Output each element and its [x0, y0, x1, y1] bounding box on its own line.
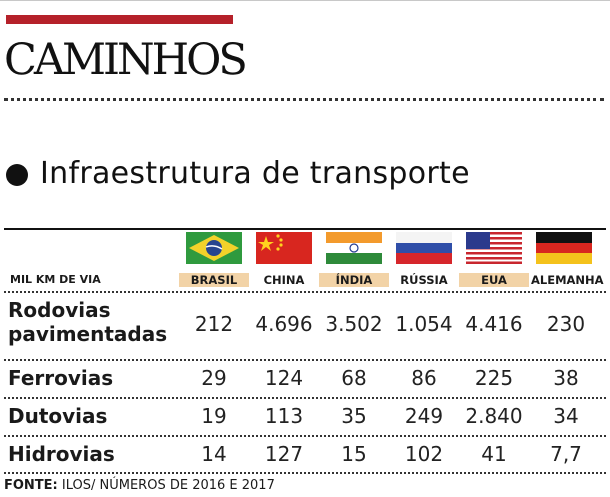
table-cell: 225: [474, 366, 514, 390]
table-cell: 127: [264, 442, 304, 466]
source-label: FONTE:: [4, 478, 58, 493]
table-cell: 7,7: [550, 442, 582, 466]
china-flag-icon: [256, 232, 312, 264]
brazil-flag-icon: [186, 232, 242, 264]
chart-subtitle: Infraestrutura de transporte: [40, 156, 470, 191]
row-label: Rodovias: [8, 298, 111, 322]
table-cell: 86: [411, 366, 437, 390]
row-label: Hidrovias: [8, 442, 115, 466]
table-cell: 15: [341, 442, 367, 466]
unit-label: MIL KM DE VIA: [10, 273, 101, 286]
table-cell: 102: [404, 442, 444, 466]
row-separator: [4, 359, 606, 361]
table-cell: 124: [264, 366, 304, 390]
table-cell: 34: [553, 404, 579, 428]
russia-flag-icon: [396, 232, 452, 264]
table-cell: 29: [201, 366, 227, 390]
table-cell: 2.840: [465, 404, 523, 428]
row-label: pavimentadas: [8, 322, 168, 346]
germany-flag-icon: [536, 232, 592, 264]
dotted-divider: [4, 98, 604, 101]
header-separator: [4, 291, 606, 293]
table-cell: 249: [404, 404, 444, 428]
table-cell: 230: [546, 312, 586, 336]
source-text: ILOS/ NÚMEROS DE 2016 E 2017: [61, 478, 275, 493]
table-cell: 41: [481, 442, 507, 466]
table-cell: 68: [341, 366, 367, 390]
column-header: EUA: [459, 273, 529, 287]
top-rule: [0, 0, 610, 1]
table-cell: 212: [194, 312, 234, 336]
row-separator: [4, 472, 606, 474]
section-title: CAMINHOS: [4, 35, 248, 85]
section-accent-bar: [6, 15, 233, 24]
table-top-rule: [4, 228, 606, 230]
column-header: CHINA: [263, 273, 305, 287]
table-cell: 38: [553, 366, 579, 390]
table-cell: 1.054: [395, 312, 453, 336]
source-note: FONTE: ILOS/ NÚMEROS DE 2016 E 2017: [4, 478, 275, 493]
usa-flag-icon: [466, 232, 522, 264]
row-label: Ferrovias: [8, 366, 114, 390]
bullet-icon: [6, 164, 28, 186]
table-cell: 19: [201, 404, 227, 428]
table-cell: 3.502: [325, 312, 383, 336]
column-header: ALEMANHA: [531, 273, 604, 287]
row-separator: [4, 435, 606, 437]
table-cell: 35: [341, 404, 367, 428]
row-label: Dutovias: [8, 404, 108, 428]
india-flag-icon: [326, 232, 382, 264]
column-header: RÚSSIA: [400, 273, 448, 287]
row-separator: [4, 397, 606, 399]
column-header: ÍNDIA: [319, 273, 389, 287]
table-cell: 4.416: [465, 312, 523, 336]
table-cell: 4.696: [255, 312, 313, 336]
column-header: BRASIL: [179, 273, 249, 287]
table-cell: 14: [201, 442, 227, 466]
table-cell: 113: [264, 404, 304, 428]
